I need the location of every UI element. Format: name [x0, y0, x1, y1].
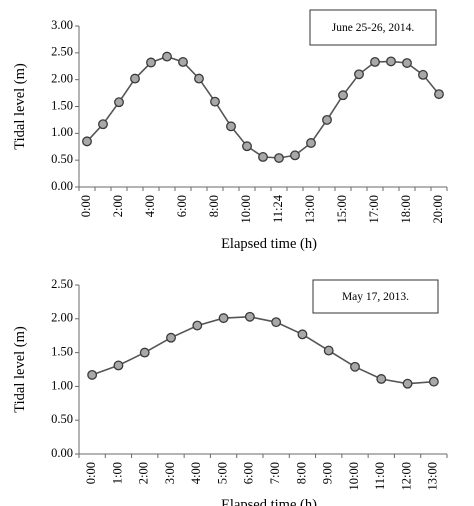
x-tick-label: 0:00 — [84, 462, 98, 484]
y-tick-label: 0.50 — [51, 412, 73, 426]
x-tick-label: 11:24 — [271, 194, 285, 223]
data-point — [306, 138, 316, 148]
data-point — [434, 89, 444, 100]
x-tick-label: 13:00 — [426, 462, 440, 490]
x-tick-label: 18:00 — [399, 195, 413, 223]
y-tick-label: 1.50 — [51, 98, 73, 112]
x-tick-label: 10:00 — [239, 195, 253, 223]
y-tick-label: 0.50 — [51, 152, 73, 166]
x-tick-label: 2:00 — [111, 195, 125, 217]
x-tick-label: 4:00 — [143, 195, 157, 217]
y-tick-label: 1.50 — [51, 344, 73, 358]
y-axis-title: Tidal level (m) — [12, 326, 28, 413]
data-point — [297, 329, 308, 340]
x-tick-label: 2:00 — [137, 462, 151, 484]
y-tick-label: 1.00 — [51, 378, 73, 392]
data-point — [242, 141, 252, 152]
date-annotation-text: May 17, 2013. — [342, 291, 409, 303]
chart-1: 0.00 0.50 1.00 1.50 2.00 2.50 3.00 0:00 2:00 4:00… — [12, 9, 448, 252]
data-point — [274, 153, 284, 163]
data-point — [350, 361, 360, 372]
x-tick-label: 8:00 — [207, 195, 221, 217]
x-tick-label: 9:00 — [321, 462, 335, 484]
y-tick-label: 2.00 — [51, 311, 73, 325]
data-point — [113, 360, 124, 371]
x-axis-title: Elapsed time (h) — [221, 497, 317, 506]
data-point — [130, 73, 140, 84]
y-tick-label: 2.00 — [51, 72, 73, 86]
y-tick-label: 3.00 — [51, 18, 73, 32]
data-point — [354, 69, 364, 80]
x-tick-label: 8:00 — [294, 462, 308, 484]
y-tick-label: 2.50 — [51, 45, 73, 59]
data-point — [428, 376, 439, 387]
data-point — [290, 150, 300, 161]
data-point — [87, 369, 98, 380]
x-tick-label: 20:00 — [431, 195, 445, 223]
date-annotation-text: June 25-26, 2014. — [332, 22, 415, 34]
data-point — [218, 313, 229, 324]
y-tick-label: 0.00 — [51, 179, 73, 193]
data-point — [418, 69, 428, 80]
x-tick-label: 15:00 — [335, 195, 349, 223]
y-tick-label: 2.50 — [51, 277, 73, 291]
date-annotation-box — [309, 9, 437, 46]
chart-2: 0.00 0.50 1.00 1.50 2.00 2.50 0:00 1:00 2:00 3:00… — [12, 277, 448, 506]
data-point — [244, 311, 255, 322]
data-point — [82, 136, 92, 147]
data-point — [194, 73, 204, 84]
x-tick-label: 13:00 — [303, 195, 317, 223]
x-axis-title: Elapsed time (h) — [221, 236, 317, 252]
x-tick-label: 7:00 — [268, 462, 282, 484]
series-line — [86, 55, 440, 159]
data-point — [323, 345, 334, 356]
data-point — [402, 378, 413, 389]
data-point — [166, 332, 176, 343]
data-point — [178, 57, 188, 67]
y-axis-title: Tidal level (m) — [12, 63, 28, 150]
data-point — [338, 90, 348, 101]
data-point — [139, 347, 150, 358]
x-tick-label: 4:00 — [189, 462, 203, 484]
y-tick-label: 1.00 — [51, 125, 73, 139]
data-point — [192, 320, 203, 331]
date-annotation-box — [312, 279, 439, 314]
data-point — [162, 51, 172, 62]
data-point — [226, 121, 236, 132]
x-tick-label: 6:00 — [175, 195, 189, 217]
data-point — [370, 57, 380, 67]
x-tick-label: 11:00 — [373, 462, 387, 490]
data-point — [98, 119, 108, 130]
x-tick-label: 12:00 — [399, 462, 413, 490]
x-tick-label: 10:00 — [347, 462, 361, 490]
data-point — [271, 317, 282, 328]
y-tick-label: 0.00 — [51, 446, 73, 460]
data-point — [210, 96, 220, 107]
x-tick-label: 3:00 — [163, 462, 177, 484]
x-tick-label: 17:00 — [367, 195, 381, 223]
x-tick-label: 0:00 — [79, 195, 93, 217]
data-point — [386, 56, 396, 67]
x-tick-label: 1:00 — [110, 462, 124, 484]
data-point — [402, 58, 412, 68]
data-point — [322, 114, 332, 125]
x-tick-label: 6:00 — [242, 462, 256, 484]
data-point — [376, 374, 387, 384]
data-point — [146, 57, 156, 68]
data-point — [258, 151, 268, 162]
x-tick-label: 5:00 — [215, 462, 229, 484]
data-point — [114, 97, 124, 108]
